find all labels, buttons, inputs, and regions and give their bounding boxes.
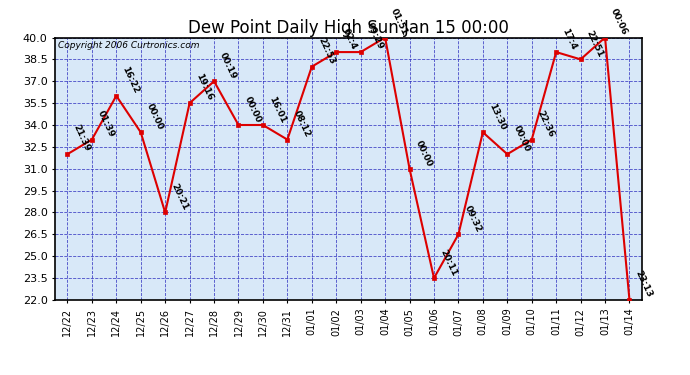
Text: 20:21: 20:21 [169,182,190,212]
Text: 19:16: 19:16 [194,72,214,102]
Text: 00:00: 00:00 [414,139,434,168]
Text: 16:22: 16:22 [121,65,141,95]
Text: 00:00: 00:00 [511,124,531,153]
Text: 08:12: 08:12 [291,109,312,139]
Text: 13:30: 13:30 [487,102,507,132]
Text: 00:00: 00:00 [243,95,263,124]
Text: 23:13: 23:13 [633,270,654,299]
Text: 00:06: 00:06 [609,8,629,37]
Text: 20:11: 20:11 [438,248,458,278]
Text: 00:19: 00:19 [218,51,239,81]
Text: 01:51: 01:51 [389,7,409,37]
Text: 22:53: 22:53 [316,36,336,66]
Text: 16:01: 16:01 [267,94,287,124]
Text: 17:4: 17:4 [560,27,578,51]
Text: 00:00: 00:00 [145,102,165,132]
Text: 22:51: 22:51 [584,29,605,58]
Text: 01:39: 01:39 [96,109,117,139]
Text: 21:39: 21:39 [72,123,92,153]
Title: Dew Point Daily High Sun Jan 15 00:00: Dew Point Daily High Sun Jan 15 00:00 [188,20,509,38]
Text: 22:36: 22:36 [536,109,556,139]
Text: 02:4: 02:4 [340,27,358,51]
Text: 09:32: 09:32 [462,204,483,234]
Text: Copyright 2006 Curtronics.com: Copyright 2006 Curtronics.com [58,42,199,51]
Text: 09:29: 09:29 [365,21,385,51]
